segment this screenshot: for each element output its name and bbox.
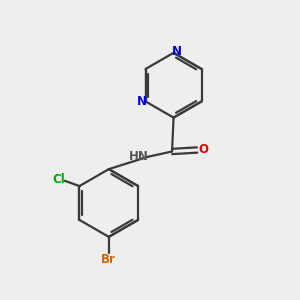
Text: Cl: Cl bbox=[52, 173, 64, 186]
Text: O: O bbox=[199, 143, 208, 156]
Text: N: N bbox=[172, 45, 182, 58]
Text: N: N bbox=[137, 95, 147, 108]
Text: HN: HN bbox=[129, 150, 149, 163]
Text: Br: Br bbox=[101, 253, 116, 266]
